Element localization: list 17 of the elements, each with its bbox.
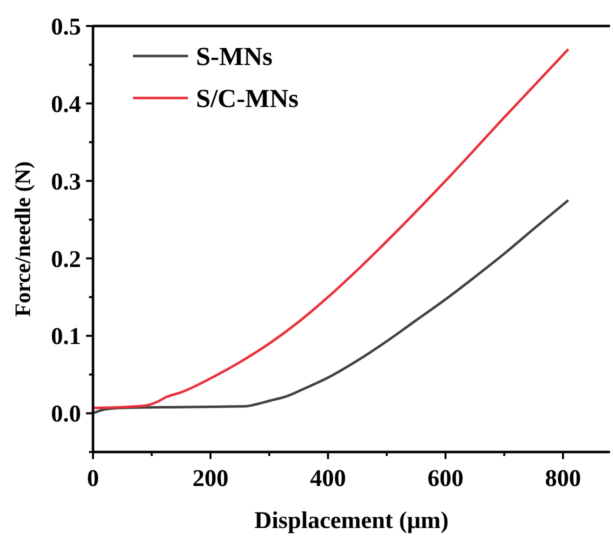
legend-label: S-MNs <box>196 42 273 72</box>
y-tick-label: 0.4 <box>51 92 81 118</box>
x-tick-label: 600 <box>428 466 464 492</box>
line-series <box>92 199 570 415</box>
x-tick-label: 800 <box>545 466 581 492</box>
legend-label: S/C-MNs <box>196 84 299 114</box>
x-tick-label: 200 <box>192 466 228 492</box>
x-axis-title: Displacement (μm) <box>254 508 449 534</box>
line-series <box>92 48 570 410</box>
y-tick-label: 0.3 <box>51 169 81 196</box>
x-tick-label: 400 <box>310 466 346 492</box>
x-tick-label: 0 <box>87 466 99 492</box>
y-axis-title: Force/needle (N) <box>10 161 35 317</box>
y-tick-label: 0.1 <box>51 324 81 350</box>
text: 0.0 <box>51 402 81 428</box>
y-tick-label: 0.2 <box>51 246 81 273</box>
y-tick-label: 0.5 <box>51 14 81 40</box>
